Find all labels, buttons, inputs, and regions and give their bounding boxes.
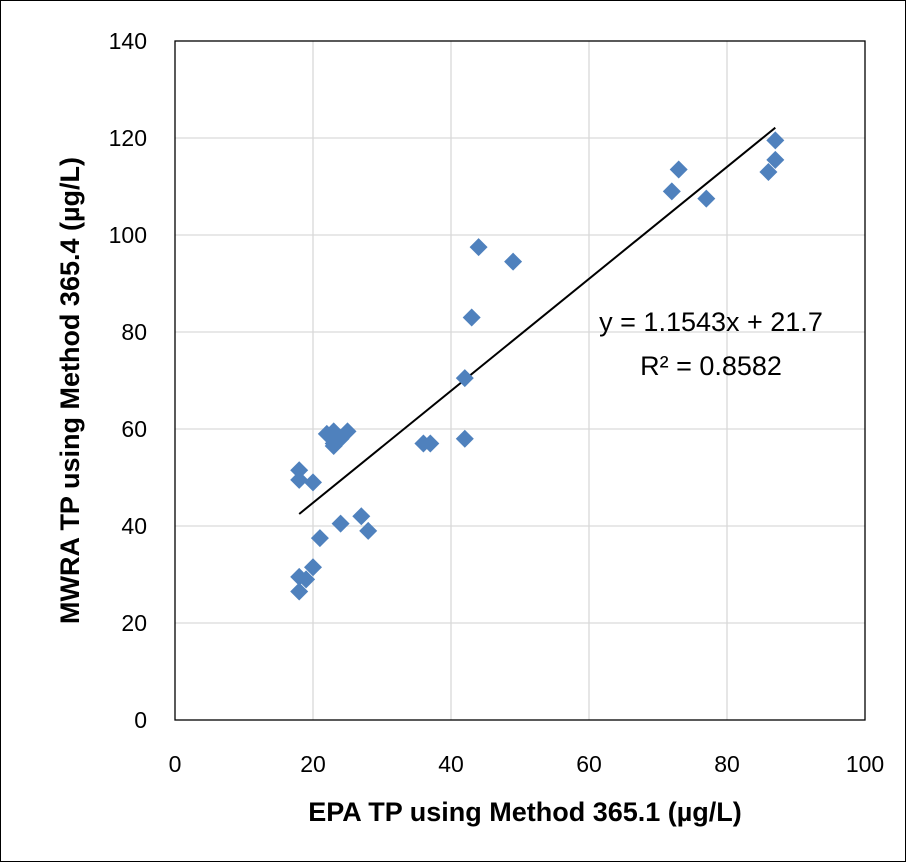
data-point: [766, 131, 785, 150]
data-point: [338, 422, 357, 441]
y-tick-label: 60: [121, 416, 147, 442]
y-axis-title: MWRA TP using Method 365.4 (µg/L): [55, 157, 85, 624]
data-point: [766, 150, 785, 169]
x-axis-title: EPA TP using Method 365.1 (µg/L): [308, 797, 742, 827]
data-point: [297, 570, 316, 589]
trendline-equation: y = 1.1543x + 21.7: [599, 307, 823, 337]
y-tick-label: 20: [121, 610, 147, 636]
plot-area-border: [174, 40, 866, 721]
data-point: [759, 162, 778, 181]
data-point: [662, 182, 681, 201]
x-tick-label: 40: [438, 751, 464, 777]
y-tick-label: 0: [134, 707, 147, 733]
trendline-layer: [298, 126, 776, 515]
data-point: [462, 308, 481, 327]
gridlines: [175, 41, 865, 720]
y-tick-label: 80: [121, 319, 147, 345]
data-point: [421, 434, 440, 453]
trendline: [298, 126, 776, 515]
data-point: [304, 473, 322, 492]
data-point: [504, 252, 523, 271]
x-tick-label: 100: [846, 751, 884, 777]
data-point: [359, 521, 378, 540]
data-point: [331, 514, 350, 533]
data-point: [290, 470, 309, 489]
x-tick-label: 0: [169, 751, 182, 777]
data-points: [290, 131, 785, 601]
data-point: [697, 189, 716, 208]
data-point: [455, 429, 474, 448]
data-point: [290, 461, 309, 480]
y-tick-label: 120: [109, 125, 147, 151]
data-point: [290, 582, 309, 601]
x-tick-label: 20: [300, 751, 326, 777]
data-point: [304, 558, 322, 577]
y-tick-label: 40: [121, 513, 147, 539]
y-tick-label: 140: [109, 28, 147, 54]
plot-area-rect: [174, 40, 866, 721]
trendline-r-squared: R² = 0.8582: [640, 351, 782, 381]
data-point: [310, 529, 329, 548]
x-tick-label: 60: [576, 751, 602, 777]
y-tick-label: 100: [109, 222, 147, 248]
x-tick-label: 80: [714, 751, 740, 777]
tick-labels: 0 20 40 60 80 100 0 20 40 60 80 100 120 140: [109, 28, 885, 777]
data-point: [669, 160, 688, 179]
data-point: [352, 507, 371, 526]
data-point: [469, 238, 488, 257]
data-point: [455, 369, 474, 388]
